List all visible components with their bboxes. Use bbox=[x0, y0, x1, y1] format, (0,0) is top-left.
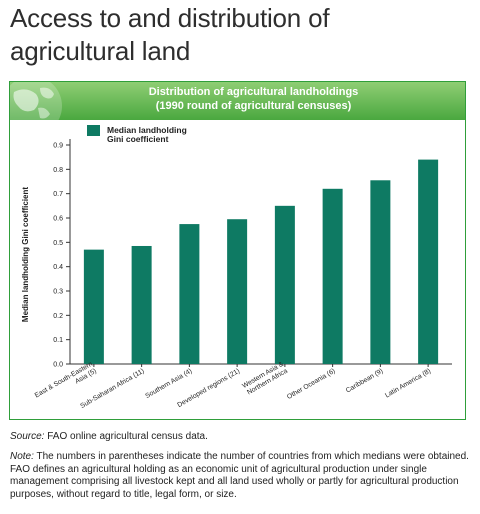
page-title-line-1: Access to and distribution of bbox=[10, 3, 330, 33]
legend-label: Median landholding bbox=[107, 125, 187, 135]
bar-chart: 0.0 0.1 0.2 0.3 0.4 0.5 0.6 0.7 0.8 0.9 Median lan… bbox=[21, 125, 452, 410]
x-tick-label: Western Asia &Northern Africa bbox=[241, 361, 289, 397]
bar bbox=[370, 180, 391, 364]
chart-panel-header: Distribution of agricultural landholding… bbox=[10, 82, 465, 120]
bar bbox=[227, 219, 248, 364]
y-tick-label: 0.8 bbox=[53, 167, 63, 174]
y-tick-label: 0.0 bbox=[53, 362, 63, 369]
globe-icon bbox=[10, 82, 62, 120]
bar bbox=[83, 249, 104, 364]
chart-title-line-2: (1990 round of agricultural censuses) bbox=[155, 100, 352, 112]
bar bbox=[322, 188, 343, 364]
y-tick-label: 0.4 bbox=[53, 264, 63, 271]
source-note: Source: FAO online agricultural census d… bbox=[10, 430, 470, 443]
y-tick-label: 0.6 bbox=[53, 216, 63, 223]
chart-title-line-1: Distribution of agricultural landholding… bbox=[148, 86, 359, 98]
note-label: Note: bbox=[10, 451, 34, 462]
x-tick-label: Caribbean (9) bbox=[345, 368, 384, 395]
y-tick-label: 0.7 bbox=[53, 191, 63, 198]
chart-title: Distribution of agricultural landholding… bbox=[50, 85, 457, 113]
y-tick-label: 0.3 bbox=[53, 289, 63, 296]
chart-panel: Distribution of agricultural landholding… bbox=[9, 81, 466, 420]
bar bbox=[418, 159, 439, 364]
y-axis-label: Median landholding Gini coefficient bbox=[21, 187, 30, 322]
footnote: Note: The numbers in parentheses indicat… bbox=[10, 451, 470, 501]
note-text: The numbers in parentheses indicate the … bbox=[10, 451, 469, 500]
bar bbox=[179, 224, 200, 364]
bar bbox=[274, 205, 295, 364]
y-tick-label: 0.2 bbox=[53, 313, 63, 320]
y-tick-label: 0.1 bbox=[53, 337, 63, 344]
y-tick-label: 0.5 bbox=[53, 240, 63, 247]
page-title-line-2: agricultural land bbox=[10, 36, 191, 66]
y-tick-label: 0.9 bbox=[53, 143, 63, 150]
legend-swatch bbox=[87, 125, 100, 136]
legend-label: Gini coefficient bbox=[107, 134, 169, 144]
x-tick-label: Southern Asia (4) bbox=[144, 368, 193, 400]
source-label: Source: bbox=[10, 431, 45, 442]
x-tick-label: Other Oceania (6) bbox=[286, 368, 337, 401]
source-text: FAO online agricultural census data. bbox=[44, 431, 208, 442]
page-title: Access to and distribution of agricultur… bbox=[10, 2, 470, 68]
bar bbox=[131, 245, 152, 364]
x-tick-label: Latin America (8) bbox=[384, 368, 432, 400]
